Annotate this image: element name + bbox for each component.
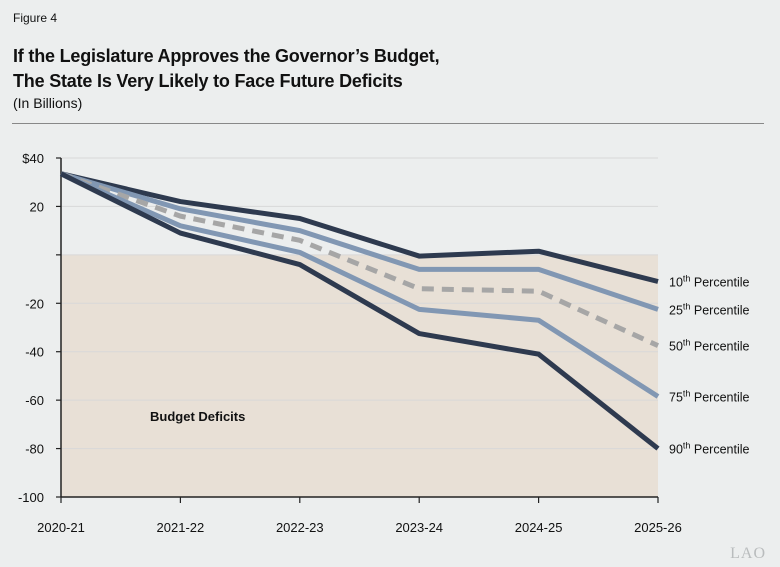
- series-line-50: [60, 171, 660, 348]
- x-tick-label: 2023-24: [395, 520, 443, 535]
- series-label-50: 50th Percentile: [669, 338, 750, 354]
- y-tick-label: -60: [25, 393, 44, 408]
- series-label-75: 75th Percentile: [669, 389, 750, 405]
- series-label-90: 90th Percentile: [669, 441, 750, 457]
- chart-subtitle: (In Billions): [13, 95, 83, 111]
- series-line-25: [60, 171, 659, 312]
- y-tick-label: -20: [25, 296, 44, 311]
- y-tick-label: -40: [25, 345, 44, 360]
- title-line-1: If the Legislature Approves the Governor…: [13, 46, 440, 66]
- y-tick-label: -100: [18, 490, 44, 505]
- divider: [12, 123, 764, 124]
- x-tick-label: 2021-22: [157, 520, 205, 535]
- series-line-90: [59, 171, 660, 451]
- y-tick-label: $40: [22, 151, 44, 166]
- lao-logo: LAO: [730, 545, 766, 562]
- x-tick-label: 2020-21: [37, 520, 85, 535]
- series-line-10: [60, 171, 659, 284]
- series-line-75: [60, 171, 660, 399]
- x-tick-label: 2024-25: [515, 520, 563, 535]
- series-label-25: 25th Percentile: [669, 301, 750, 317]
- title-line-2: The State Is Very Likely to Face Future …: [13, 71, 403, 91]
- y-tick-label: 20: [30, 199, 44, 214]
- region-label: Budget Deficits: [150, 409, 245, 424]
- series-label-10: 10th Percentile: [669, 273, 750, 289]
- chart-title: If the Legislature Approves the Governor…: [13, 44, 440, 94]
- deficit-region: [61, 254, 658, 497]
- y-tick-label: -80: [25, 442, 44, 457]
- figure-label: Figure 4: [13, 11, 58, 25]
- x-tick-label: 2022-23: [276, 520, 324, 535]
- x-tick-label: 2025-26: [634, 520, 682, 535]
